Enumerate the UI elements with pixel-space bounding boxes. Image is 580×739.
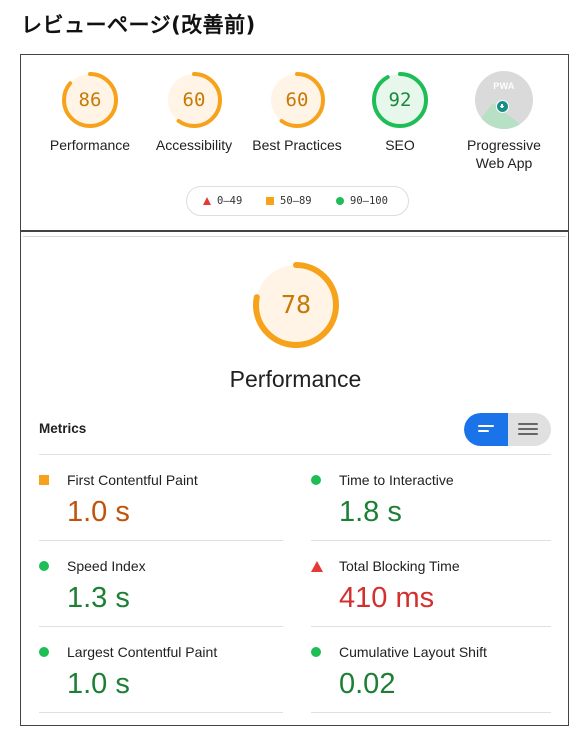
legend-item-average: 50–89 [266,195,312,207]
gauge-score: 86 [78,89,102,111]
expanded-view-button[interactable] [508,413,551,446]
metric-value: 1.3 s [67,582,130,614]
gauge-fill [256,265,336,345]
gauge-arc [253,262,339,348]
divider [39,712,283,713]
gauge-label: Performance [49,137,131,153]
gauge-arc [269,72,325,128]
divider [23,236,566,237]
legend-item-pass: 90–100 [336,195,388,207]
gauge-ring: 60 [268,71,326,129]
gauge-label: Progressive Web App [452,136,556,172]
score-legend: 0–49 50–89 90–100 [186,186,409,216]
performance-panel: 78 Performance Metrics First Contentful … [20,231,569,726]
pwa-plus-icon [496,100,509,113]
gauge-fill [374,74,426,126]
square-icon [266,197,274,205]
gauge-label: Accessibility [155,137,233,153]
metric-label: Cumulative Layout Shift [339,644,487,660]
gauge-ring-icon [269,72,325,128]
metric-value: 0.02 [339,668,396,700]
divider [39,540,283,541]
legend-range: 0–49 [217,195,243,207]
gauge-fill [271,74,323,126]
performance-score: 78 [280,290,312,319]
metric-value: 1.0 s [67,668,130,700]
gauge-label-line2: Web App [475,155,533,171]
legend-item-fail: 0–49 [203,195,242,207]
gauge-ring: 92 [371,71,429,129]
compact-view-button[interactable] [464,413,508,446]
gauge-seo[interactable]: 92 SEO [348,71,452,154]
metric-value: 1.0 s [67,496,130,528]
gauge-pwa[interactable]: PWA Progressive Web App [452,71,556,172]
metric-label: Time to Interactive [339,472,454,488]
metric-label: Speed Index [67,558,146,574]
gauge-arc [166,72,222,128]
circle-icon [39,561,49,571]
triangle-icon [311,561,323,572]
gauge-label: Best Practices [252,137,342,153]
gauge-performance[interactable]: 86 Performance [38,71,142,154]
gauge-fill [64,74,116,126]
circle-icon [311,475,321,485]
gauge-ring-icon [62,72,118,128]
gauge-accessibility[interactable]: 60 Accessibility [142,71,246,154]
gauge-ring: 86 [61,71,119,129]
legend-range: 90–100 [350,195,388,207]
divider [39,626,283,627]
gauge-ring-icon [166,72,222,128]
divider [311,540,551,541]
gauge-score: 60 [285,89,309,111]
gauge-best-practices[interactable]: 60 Best Practices [245,71,349,154]
metrics-title: Metrics [39,421,87,436]
circle-icon [311,647,321,657]
triangle-icon [203,197,211,205]
divider [39,454,551,455]
gauge-label: SEO [385,137,415,153]
circle-icon [336,197,344,205]
category-gauges: 86 Performance 60 Accessibility 60 Best … [21,71,568,181]
expanded-view-icon [518,423,538,438]
gauge-score: 92 [388,89,412,111]
gauge-ring: 60 [165,71,223,129]
divider [311,626,551,627]
gauge-fill [168,74,220,126]
performance-gauge: 78 [252,261,340,349]
gauge-score: 60 [182,89,206,111]
pwa-badge-text: PWA [493,81,515,91]
circle-icon [39,647,49,657]
metric-value: 410 ms [339,582,435,614]
square-icon [39,475,49,485]
legend-range: 50–89 [280,195,312,207]
gauge-label-line1: Progressive [467,137,541,153]
gauge-arc [62,72,118,128]
gauge-ring-icon [372,72,428,128]
page-heading: レビューページ(改善前) [21,13,256,37]
metric-label: First Contentful Paint [67,472,198,488]
metric-value: 1.8 s [339,496,402,528]
performance-title: Performance [229,366,362,392]
metric-label: Total Blocking Time [339,558,460,574]
metrics-view-toggle[interactable] [464,413,551,446]
pwa-badge-icon: PWA [475,71,533,129]
gauge-ring-icon [253,262,339,348]
metric-label: Largest Contentful Paint [67,644,218,660]
compact-view-icon [478,425,494,435]
divider [311,712,551,713]
score-summary-panel: 86 Performance 60 Accessibility 60 Best … [20,54,569,231]
gauge-arc [372,72,428,128]
